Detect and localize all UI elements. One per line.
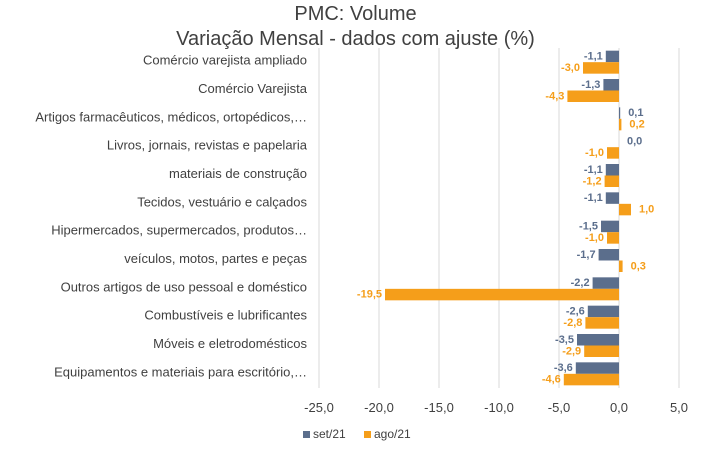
value-label-set21: -2,2 (571, 277, 590, 289)
value-labels: -1,1-3,0-1,3-4,30,10,20,0-1,0-1,1-1,2-1,… (357, 50, 654, 385)
bar-set21 (603, 79, 619, 91)
category-label: Móveis e eletrodomésticos (153, 336, 307, 351)
value-label-ago21: -1,0 (585, 232, 604, 244)
gridlines (318, 48, 680, 388)
value-label-set21: 0,0 (627, 135, 642, 147)
value-label-set21: -3,6 (554, 362, 573, 374)
bar-set21 (605, 192, 619, 204)
value-label-set21: -3,5 (555, 334, 574, 346)
value-label-ago21: -1,0 (585, 147, 604, 159)
category-label: materiais de construção (169, 166, 307, 181)
x-tick-label: -10,0 (484, 400, 514, 415)
category-label: Combustíveis e lubrificantes (144, 308, 307, 323)
category-label: Outros artigos de uso pessoal e doméstic… (61, 279, 307, 294)
bar-set21 (605, 50, 619, 63)
value-label-ago21: -3,0 (561, 62, 580, 74)
bar-ago21 (385, 288, 619, 301)
value-label-set21: -1,7 (577, 249, 596, 261)
bar-ago21 (563, 373, 619, 386)
value-label-ago21: -19,5 (357, 289, 382, 301)
bar-ago21 (585, 317, 619, 329)
bar-set21 (601, 220, 619, 233)
value-label-set21: -1,1 (584, 50, 603, 62)
value-label-ago21: -4,6 (542, 374, 561, 386)
category-label: Hipermercados, supermercados, produtos… (51, 223, 307, 238)
value-label-ago21: -4,3 (545, 90, 564, 102)
bar-set21 (605, 164, 619, 176)
bar-ago21 (583, 62, 619, 74)
bar-ago21 (607, 147, 619, 159)
category-label: Livros, jornais, revistas e papelaria (107, 138, 308, 153)
bar-set21 (598, 249, 619, 261)
chart-title-line-2: Variação Mensal - dados com ajuste (%) (176, 28, 535, 50)
bar-ago21 (619, 118, 622, 131)
value-label-set21: 0,1 (628, 107, 643, 119)
x-axis-tick-labels: -25,0 -20,0 -15,0 -10,0 -5,0 0,0 5,0 (304, 400, 688, 415)
value-label-set21: -1,1 (584, 164, 603, 176)
bar-set21 (577, 334, 619, 346)
bar-ago21 (567, 90, 619, 102)
category-label: Comércio varejista ampliado (143, 53, 307, 68)
legend-label: set/21 (313, 427, 346, 441)
value-label-set21: -1,1 (584, 192, 603, 204)
value-label-set21: -2,6 (566, 305, 585, 317)
value-label-ago21: -2,9 (562, 345, 581, 357)
x-tick-label: 5,0 (670, 400, 688, 415)
bar-ago21 (619, 260, 623, 272)
value-label-set21: -1,5 (579, 220, 598, 232)
bar-ago21 (607, 232, 619, 244)
legend-swatch (303, 431, 310, 438)
category-label: Artigos farmacêuticos, médicos, ortopédi… (35, 109, 307, 124)
legend-swatch (364, 431, 371, 438)
category-label: Equipamentos e materiais para escritório… (54, 364, 307, 379)
category-label: Tecidos, vestuário e calçados (137, 194, 307, 209)
category-label: veículos, motos, partes e peças (124, 251, 307, 266)
category-labels: Comércio varejista ampliado Comércio Vare… (35, 53, 307, 380)
x-tick-label: 0,0 (610, 400, 628, 415)
legend: set/21 ago/21 (303, 427, 411, 441)
bar-set21 (587, 305, 619, 318)
value-label-ago21: 0,2 (629, 119, 644, 131)
value-label-ago21: 1,0 (639, 204, 654, 216)
value-label-ago21: 0,3 (631, 260, 646, 272)
bars (385, 50, 631, 386)
category-label: Comércio Varejista (198, 81, 308, 96)
x-tick-label: -20,0 (364, 400, 394, 415)
x-tick-label: -15,0 (424, 400, 454, 415)
value-label-set21: -1,3 (581, 79, 600, 91)
value-label-ago21: -2,8 (563, 317, 582, 329)
x-tick-label: -25,0 (304, 400, 334, 415)
chart-title: PMC: Volume Variação Mensal - dados com … (0, 2, 711, 52)
value-label-ago21: -1,2 (583, 175, 602, 187)
x-tick-label: -5,0 (548, 400, 570, 415)
bar-ago21 (604, 175, 619, 187)
chart-title-line-1: PMC: Volume (294, 3, 417, 25)
bar-set21 (592, 277, 619, 289)
bar-ago21 (584, 345, 619, 357)
bar-ago21 (619, 203, 631, 216)
bar-set21 (619, 107, 621, 119)
bar-set21 (575, 362, 619, 374)
legend-label: ago/21 (374, 427, 411, 441)
